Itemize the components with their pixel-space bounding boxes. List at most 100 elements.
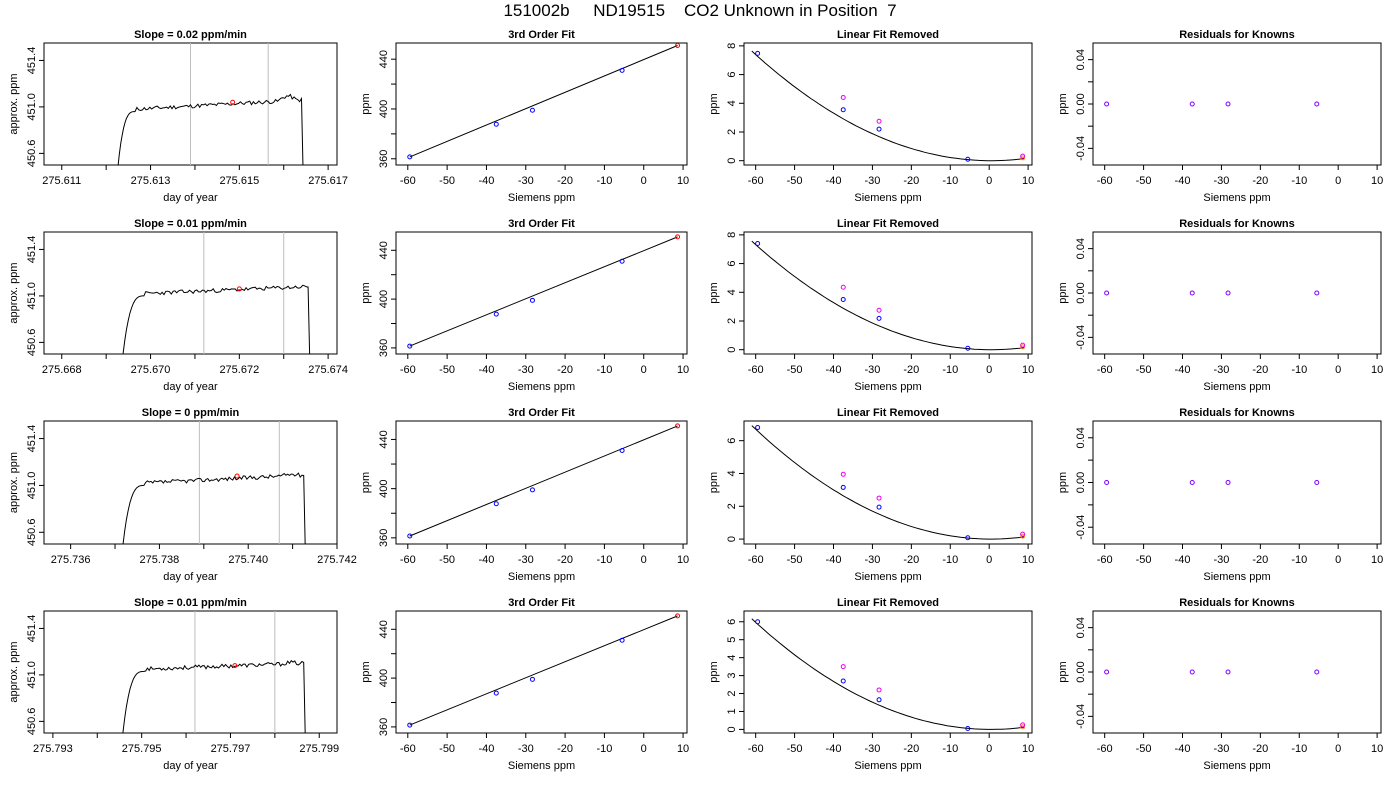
x-tick-label: -40 xyxy=(826,554,842,566)
x-axis-label: Siemens ppm xyxy=(854,760,921,772)
x-tick-label: -60 xyxy=(748,743,764,755)
y-tick-label: 451.4 xyxy=(26,615,38,643)
data-point xyxy=(1314,101,1320,107)
x-axis-label: day of year xyxy=(163,192,218,204)
x-tick-label: 10 xyxy=(1022,743,1034,755)
x-tick-label: -50 xyxy=(787,175,803,187)
panel-r2-c0: Slope = 0 ppm/min 275.736 275.738 275.740 27… xyxy=(8,407,357,583)
y-tick-label: 0.00 xyxy=(1075,472,1087,493)
fit-curve xyxy=(751,50,1025,162)
x-tick-label: -40 xyxy=(478,364,494,376)
panel-title: 3rd Order Fit xyxy=(508,218,575,230)
data-point xyxy=(493,501,499,507)
data-point xyxy=(876,495,882,501)
panel-r3-c0: Slope = 0.01 ppm/min 275.793 275.795 275.79… xyxy=(8,597,339,772)
panel-title: Linear Fit Removed xyxy=(837,407,939,419)
x-tick-label: -10 xyxy=(942,175,958,187)
y-tick-label: 360 xyxy=(378,150,390,168)
x-tick-label: -10 xyxy=(942,554,958,566)
data-point xyxy=(407,533,413,539)
data-point xyxy=(840,471,846,477)
x-tick-label: 0 xyxy=(1335,743,1341,755)
data-point xyxy=(755,425,761,431)
plot-frame xyxy=(743,42,1033,166)
y-tick-label: 4 xyxy=(726,289,738,295)
co2-trace-line xyxy=(122,659,306,733)
mean-marker xyxy=(234,473,240,479)
plot-frame xyxy=(1092,420,1382,545)
x-tick-label: -20 xyxy=(903,554,919,566)
y-axis-label: approx. ppm xyxy=(8,73,20,134)
y-axis-label: ppm xyxy=(1057,472,1069,493)
panel-r1-c0: Slope = 0.01 ppm/min 275.668 275.670 275.67… xyxy=(8,218,348,393)
x-tick-label: 0 xyxy=(641,364,647,376)
data-point xyxy=(965,535,971,541)
data-point xyxy=(529,676,535,682)
panel-title: Linear Fit Removed xyxy=(837,218,939,230)
data-point xyxy=(1225,101,1231,107)
y-tick-label: -0.04 xyxy=(1075,325,1087,350)
y-axis-label: ppm xyxy=(708,93,720,114)
data-point xyxy=(876,315,882,321)
x-axis-label: Siemens ppm xyxy=(508,760,575,772)
y-tick-label: 360 xyxy=(378,529,390,547)
y-tick-label: 0.00 xyxy=(1075,661,1087,682)
y-tick-label: 0.04 xyxy=(1075,427,1087,448)
x-tick-label: -40 xyxy=(478,743,494,755)
plot-frame xyxy=(395,610,688,734)
x-tick-label: 275.668 xyxy=(42,364,82,376)
x-tick-label: -50 xyxy=(439,175,455,187)
x-axis-label: Siemens ppm xyxy=(1203,571,1270,583)
panel-r0-c1: 3rd Order Fit -60 -50 -40 -30 -20 -10 0 10 Siemen… xyxy=(360,29,689,204)
y-axis-label: approx. ppm xyxy=(8,452,20,513)
data-point xyxy=(407,343,413,349)
x-tick-label: -40 xyxy=(1175,364,1191,376)
y-tick-label: -0.04 xyxy=(1075,704,1087,729)
x-tick-label: -10 xyxy=(1291,364,1307,376)
data-point xyxy=(840,664,846,670)
x-tick-label: -50 xyxy=(787,554,803,566)
y-tick-label: 2 xyxy=(726,690,738,696)
x-tick-label: -50 xyxy=(439,364,455,376)
y-tick-label: 451.0 xyxy=(26,282,38,310)
y-tick-label: 360 xyxy=(378,718,390,736)
x-tick-label: -50 xyxy=(1136,554,1152,566)
y-tick-label: 0.04 xyxy=(1075,617,1087,638)
y-tick-label: 450.6 xyxy=(26,708,38,736)
plot-frame xyxy=(43,231,338,355)
data-point xyxy=(876,504,882,510)
mean-marker xyxy=(232,663,238,669)
x-tick-label: 10 xyxy=(1022,175,1034,187)
plot-frame xyxy=(1092,610,1382,734)
data-point xyxy=(840,95,846,101)
x-tick-label: 10 xyxy=(1371,743,1383,755)
x-tick-label: 275.670 xyxy=(131,364,171,376)
x-tick-label: -50 xyxy=(1136,364,1152,376)
panel-title: Residuals for Knowns xyxy=(1179,407,1295,419)
data-point xyxy=(1104,290,1110,296)
data-point xyxy=(840,296,846,302)
x-axis-label: Siemens ppm xyxy=(508,192,575,204)
fit-line xyxy=(409,45,678,158)
x-tick-label: 275.793 xyxy=(33,743,73,755)
y-tick-label: 451.4 xyxy=(26,47,38,75)
x-tick-label: -30 xyxy=(518,743,534,755)
data-point xyxy=(1020,153,1026,159)
x-tick-label: -60 xyxy=(1097,743,1113,755)
plot-frame xyxy=(743,231,1033,355)
y-tick-label: -0.04 xyxy=(1075,515,1087,540)
data-point xyxy=(529,107,535,113)
y-tick-label: 400 xyxy=(378,100,390,118)
y-axis-label: ppm xyxy=(1057,93,1069,114)
x-tick-label: 275.611 xyxy=(42,175,81,187)
data-point xyxy=(675,613,681,619)
x-tick-label: -10 xyxy=(596,364,612,376)
x-tick-label: -30 xyxy=(518,554,534,566)
y-axis-label: ppm xyxy=(1057,661,1069,682)
panel-title: Linear Fit Removed xyxy=(837,29,939,41)
data-point xyxy=(840,484,846,490)
data-point xyxy=(493,690,499,696)
y-tick-label: 3 xyxy=(726,673,738,679)
x-tick-label: 0 xyxy=(641,175,647,187)
